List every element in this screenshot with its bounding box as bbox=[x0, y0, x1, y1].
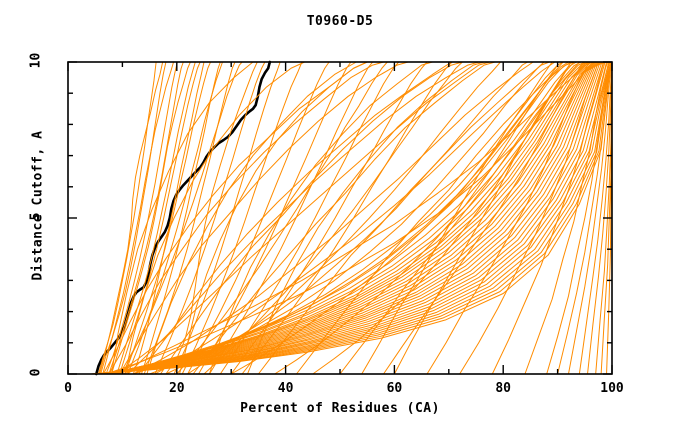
prediction-curve bbox=[165, 61, 258, 375]
prediction-curve bbox=[124, 61, 212, 375]
x-tick-label: 0 bbox=[64, 381, 72, 396]
prediction-curve bbox=[524, 61, 609, 375]
prediction-curve bbox=[132, 61, 205, 375]
prediction-curve bbox=[138, 61, 453, 375]
prediction-curve bbox=[578, 61, 613, 375]
prediction-curve bbox=[94, 61, 611, 375]
prediction-curve bbox=[113, 61, 578, 375]
prediction-curve bbox=[546, 61, 611, 375]
curves-layer bbox=[90, 60, 613, 376]
prediction-curve bbox=[101, 61, 596, 375]
prediction-curve bbox=[124, 61, 306, 375]
prediction-curve bbox=[393, 61, 572, 375]
prediction-curve bbox=[146, 61, 357, 375]
prediction-curve bbox=[154, 61, 556, 375]
x-tick-label: 100 bbox=[600, 381, 624, 396]
prediction-curve bbox=[339, 61, 580, 375]
prediction-curve bbox=[208, 61, 433, 375]
prediction-curve bbox=[132, 61, 534, 375]
prediction-curve bbox=[241, 61, 453, 375]
prediction-curve bbox=[257, 61, 550, 375]
y-tick-label: 10 bbox=[28, 52, 44, 69]
prediction-curve bbox=[192, 61, 496, 375]
prediction-curve bbox=[102, 61, 175, 375]
prediction-curve bbox=[119, 61, 201, 375]
prediction-curve bbox=[181, 61, 303, 375]
prediction-curve bbox=[165, 61, 529, 375]
x-tick-label: 20 bbox=[168, 381, 185, 396]
prediction-curve bbox=[383, 61, 586, 375]
prediction-curve bbox=[154, 61, 266, 375]
y-tick-label: 0 bbox=[28, 368, 44, 377]
x-tick-label: 40 bbox=[277, 381, 294, 396]
prediction-curve bbox=[108, 61, 184, 375]
page-title: T0960-D5 bbox=[306, 14, 374, 29]
prediction-curve bbox=[111, 61, 254, 375]
prediction-curve bbox=[295, 61, 575, 375]
prediction-curve bbox=[459, 61, 599, 375]
prediction-curve bbox=[247, 61, 485, 375]
prediction-curve bbox=[105, 61, 178, 375]
prediction-curve bbox=[113, 61, 594, 375]
prediction-curve bbox=[361, 61, 553, 375]
x-axis-label: Percent of Residues (CA) bbox=[240, 401, 440, 416]
prediction-curve bbox=[121, 61, 243, 375]
x-tick-label: 80 bbox=[495, 381, 512, 396]
prediction-curve bbox=[176, 61, 388, 375]
prediction-curve bbox=[116, 61, 572, 375]
prediction-curve bbox=[116, 61, 196, 375]
prediction-curve bbox=[230, 61, 428, 375]
prediction-curve bbox=[557, 61, 612, 375]
prediction-curve bbox=[187, 61, 501, 375]
prediction-curve bbox=[173, 61, 281, 375]
prediction-curve bbox=[426, 61, 591, 375]
prediction-curve bbox=[587, 61, 613, 375]
prediction-curve bbox=[90, 61, 613, 375]
y-tick-label: 5 bbox=[28, 212, 44, 221]
prediction-curve bbox=[491, 61, 605, 375]
prediction-curve bbox=[108, 61, 385, 375]
axes-layer bbox=[67, 61, 613, 375]
prediction-curve bbox=[203, 61, 463, 375]
x-tick-label: 60 bbox=[386, 381, 403, 396]
prediction-curve bbox=[108, 61, 586, 375]
prediction-curve bbox=[187, 61, 330, 375]
prediction-curve bbox=[159, 61, 463, 375]
prediction-curve bbox=[95, 61, 606, 375]
prediction-curve bbox=[179, 61, 368, 375]
prediction-curve bbox=[111, 61, 191, 375]
prediction-curve bbox=[93, 61, 612, 375]
prediction-curve bbox=[127, 61, 223, 375]
prediction-curve bbox=[99, 61, 164, 375]
prediction-curve bbox=[119, 61, 409, 375]
prediction-curve bbox=[567, 61, 612, 375]
